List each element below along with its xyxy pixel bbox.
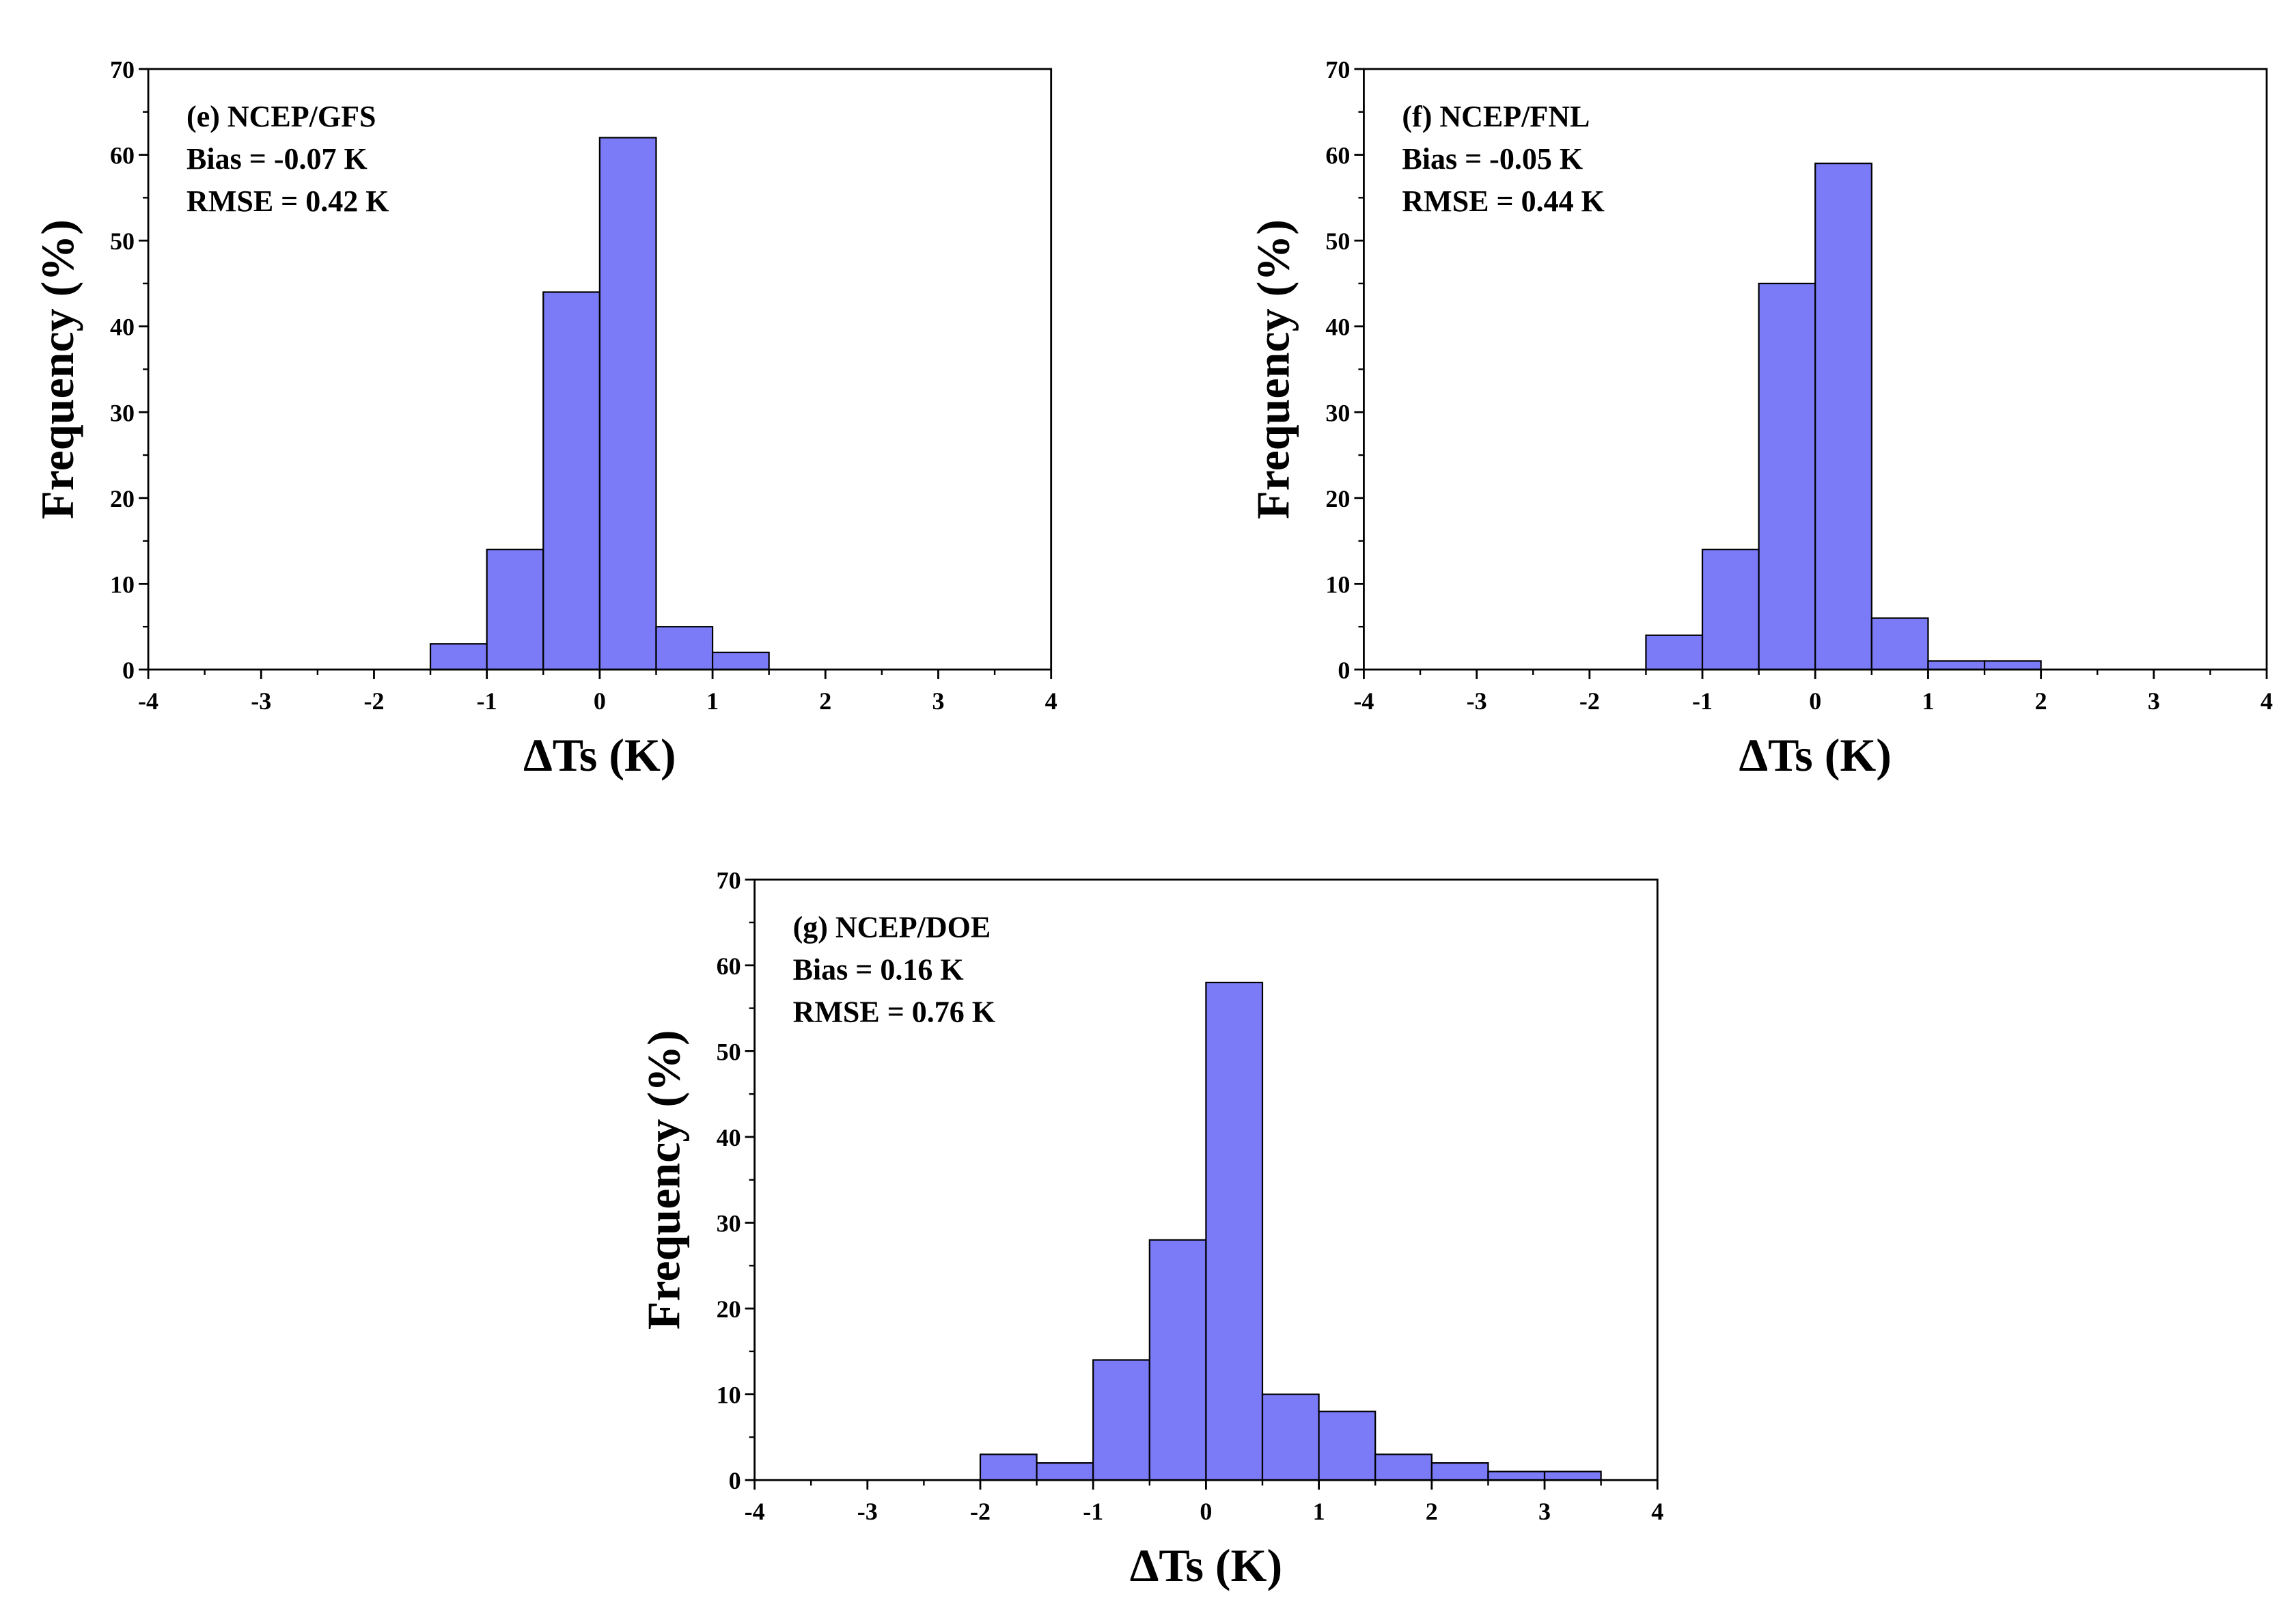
chart-1-bar-3	[1814, 163, 1872, 671]
chart-2-ytick-label-2: 20	[717, 1295, 741, 1323]
chart-2-bar-5	[1261, 1393, 1320, 1481]
chart-0-ytick-label-1: 10	[110, 571, 135, 598]
chart-1-xlabel: ΔTs (K)	[1739, 729, 1892, 781]
chart-2-xtick-label-5: 1	[1313, 1498, 1325, 1525]
chart-2-ytick-label-4: 40	[717, 1124, 741, 1151]
chart-0-xtick-label-7: 3	[932, 687, 944, 715]
chart-1-ytick-label-2: 20	[1325, 485, 1350, 512]
chart-2-xtick-label-7: 3	[1538, 1498, 1551, 1525]
chart-1-ytick-label-1: 10	[1325, 571, 1350, 598]
chart-0-ytick-label-4: 40	[110, 314, 135, 341]
chart-0-xtick-label-6: 2	[819, 687, 831, 715]
chart-2-xtick-label-8: 4	[1651, 1498, 1663, 1525]
chart-0-annotation-bias: Bias = -0.07 K	[186, 142, 368, 176]
chart-0-xtick-label-8: 4	[1045, 687, 1057, 715]
chart-2-bar-4	[1205, 981, 1264, 1481]
chart-0-bar-2	[542, 291, 600, 671]
chart-2-xtick-label-0: -4	[745, 1498, 765, 1525]
chart-0-ytick-label-3: 30	[110, 399, 135, 426]
chart-1-ytick-label-4: 40	[1325, 314, 1350, 341]
chart-0-ylabel: Frequency (%)	[31, 219, 83, 519]
chart-0-bar-5	[711, 651, 770, 671]
chart-1-bar-6	[1983, 660, 2042, 671]
chart-0-xlabel: ΔTs (K)	[523, 729, 676, 781]
chart-2-bar-6	[1318, 1410, 1377, 1481]
chart-1-bar-0	[1645, 634, 1704, 671]
chart-1-xtick-label-5: 1	[1922, 687, 1934, 715]
chart-2-bar-10	[1543, 1470, 1602, 1481]
chart-1-ytick-label-7: 70	[1325, 56, 1350, 83]
chart-2-bar-1	[1036, 1462, 1094, 1481]
chart-0-bar-4	[655, 626, 714, 671]
chart-0-xtick-label-0: -4	[138, 687, 158, 715]
chart-0-xtick-label-5: 1	[706, 687, 719, 715]
chart-2-bar-2	[1092, 1359, 1150, 1481]
chart-2-bar-7	[1374, 1453, 1433, 1481]
chart-2-xtick-label-2: -2	[970, 1498, 991, 1525]
chart-2-xtick-label-6: 2	[1426, 1498, 1438, 1525]
chart-1-annotation-rmse: RMSE = 0.44 K	[1402, 184, 1604, 218]
chart-1-ytick-label-5: 50	[1325, 228, 1350, 255]
chart-0-xtick-label-1: -3	[251, 687, 271, 715]
chart-2-xtick-label-4: 0	[1200, 1498, 1212, 1525]
chart-2-bar-0	[979, 1453, 1038, 1481]
chart-0-bar-1	[486, 549, 544, 671]
chart-1-bar-2	[1758, 282, 1816, 671]
chart-2-ytick-label-3: 30	[717, 1210, 741, 1237]
chart-1-xtick-label-3: -1	[1692, 687, 1713, 715]
chart-1-bar-1	[1701, 549, 1760, 671]
chart-1-annotation-bias: Bias = -0.05 K	[1402, 142, 1583, 176]
chart-1-ytick-label-3: 30	[1325, 399, 1350, 426]
chart-1-xtick-label-6: 2	[2035, 687, 2047, 715]
chart-2-annotation-bias: Bias = 0.16 K	[793, 952, 964, 986]
chart-0-ytick-label-0: 0	[122, 657, 135, 684]
chart-0-bar-0	[429, 643, 488, 671]
chart-2-annotation-rmse: RMSE = 0.76 K	[793, 995, 995, 1028]
chart-1-xtick-label-2: -2	[1579, 687, 1600, 715]
chart-2-bar-9	[1487, 1470, 1546, 1481]
chart-1-annotation-title: (f) NCEP/FNL	[1402, 100, 1590, 133]
chart-0-annotation-title: (e) NCEP/GFS	[186, 100, 376, 133]
chart-2-xtick-label-1: -3	[857, 1498, 878, 1525]
chart-0-xtick-label-4: 0	[594, 687, 606, 715]
chart-0-ytick-label-5: 50	[110, 228, 135, 255]
chart-0-ytick-label-6: 60	[110, 142, 135, 169]
chart-0-annotation-rmse: RMSE = 0.42 K	[186, 184, 389, 218]
chart-2-xtick-label-3: -1	[1083, 1498, 1103, 1525]
chart-1-ytick-label-6: 60	[1325, 142, 1350, 169]
chart-0-xtick-label-3: -1	[477, 687, 497, 715]
chart-2-xlabel: ΔTs (K)	[1130, 1539, 1282, 1591]
chart-2-ytick-label-6: 60	[717, 952, 741, 980]
chart-2-ylabel: Frequency (%)	[638, 1030, 690, 1330]
chart-0-bar-3	[598, 137, 657, 671]
chart-1-xtick-label-1: -3	[1467, 687, 1487, 715]
chart-1-xtick-label-4: 0	[1809, 687, 1821, 715]
chart-2-ytick-label-7: 70	[717, 866, 741, 894]
chart-1-bar-5	[1927, 660, 1986, 671]
chart-1-ytick-label-0: 0	[1338, 657, 1350, 684]
chart-2-annotation-title: (g) NCEP/DOE	[793, 910, 991, 944]
chart-2-ytick-label-0: 0	[729, 1467, 741, 1494]
chart-0-xtick-label-2: -2	[363, 687, 384, 715]
chart-0-ytick-label-2: 20	[110, 485, 135, 512]
chart-1-xtick-label-7: 3	[2148, 687, 2160, 715]
chart-2-bar-3	[1148, 1239, 1207, 1481]
chart-1-ylabel: Frequency (%)	[1247, 219, 1299, 519]
chart-1-xtick-label-8: 4	[2260, 687, 2273, 715]
chart-1-bar-4	[1870, 617, 1929, 671]
chart-0-ytick-label-7: 70	[110, 56, 135, 83]
chart-1-xtick-label-0: -4	[1353, 687, 1374, 715]
chart-2-bar-8	[1430, 1462, 1489, 1481]
chart-2-ytick-label-1: 10	[717, 1382, 741, 1409]
chart-2-ytick-label-5: 50	[717, 1038, 741, 1065]
